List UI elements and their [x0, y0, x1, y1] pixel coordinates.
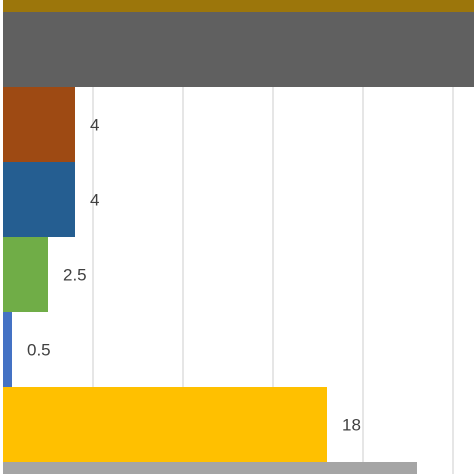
bar-0	[3, 0, 474, 12]
bar-1	[3, 12, 474, 87]
bar-7	[3, 462, 417, 474]
bar-4	[3, 237, 48, 312]
data-label-5: 0.5	[27, 341, 51, 360]
bar-2	[3, 87, 75, 162]
data-labels: 4 4 2.5 0.5 18	[27, 116, 361, 435]
bar-6	[3, 387, 327, 462]
data-label-2: 4	[90, 116, 99, 135]
data-label-3: 4	[90, 191, 99, 210]
bar-3	[3, 162, 75, 237]
data-label-6: 18	[342, 416, 361, 435]
bar-5	[3, 312, 12, 387]
data-label-4: 2.5	[63, 266, 87, 285]
bars	[3, 0, 474, 474]
